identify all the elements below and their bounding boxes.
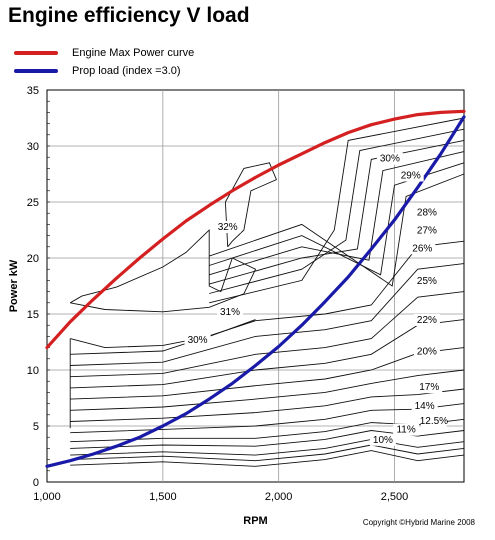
legend-label-prop-load: Prop load (index =3.0) bbox=[72, 65, 181, 77]
x-tick-label: 1,000 bbox=[33, 491, 61, 503]
copyright-note: Copyright ©Hybrid Marine 2008 bbox=[362, 518, 475, 527]
efficiency-contour-line bbox=[209, 128, 465, 294]
contour-label-bg bbox=[413, 274, 440, 287]
contour-label-bg bbox=[413, 313, 440, 326]
contour-label-bg bbox=[214, 221, 241, 233]
efficiency-contour-line bbox=[70, 369, 465, 411]
legend-item-prop-load: Prop load (index =3.0) bbox=[14, 62, 194, 80]
y-tick-label: 5 bbox=[33, 421, 39, 433]
efficiency-contour-line bbox=[70, 291, 465, 378]
y-tick-label: 25 bbox=[27, 197, 39, 209]
contour-label: 20% bbox=[417, 346, 437, 357]
x-tick-label: 2,500 bbox=[381, 491, 409, 503]
efficiency-contour-line bbox=[70, 438, 465, 456]
efficiency-contour-line bbox=[70, 388, 465, 422]
chart-legend: Engine Max Power curve Prop load (index … bbox=[14, 44, 194, 80]
x-tick-label: 1,500 bbox=[149, 491, 177, 503]
x-tick-label: 2,000 bbox=[265, 491, 293, 503]
efficiency-contour-line bbox=[209, 173, 465, 287]
legend-item-max-power: Engine Max Power curve bbox=[14, 44, 194, 62]
efficiency-contour-line bbox=[209, 151, 465, 276]
y-axis-label: Power kW bbox=[8, 259, 20, 312]
y-tick-label: 35 bbox=[27, 85, 39, 97]
legend-label-max-power: Engine Max Power curve bbox=[72, 47, 195, 59]
contour-label-bg bbox=[420, 414, 447, 427]
contour-label-bg bbox=[369, 433, 396, 446]
contour-label: 26% bbox=[412, 243, 432, 254]
efficiency-contour-line bbox=[70, 450, 465, 467]
contour-31 bbox=[69, 228, 257, 313]
y-tick-label: 10 bbox=[27, 365, 39, 377]
contour-label: 22% bbox=[417, 315, 437, 326]
contour-label-bg bbox=[397, 169, 424, 182]
contour-label-bg bbox=[413, 345, 440, 358]
contour-label: 28% bbox=[417, 207, 437, 218]
contour-label-bg bbox=[413, 206, 440, 219]
contour-label: 11% bbox=[396, 425, 415, 436]
efficiency-contour-line bbox=[70, 263, 465, 366]
contour-30 bbox=[70, 319, 256, 349]
contour-label-bg bbox=[376, 152, 403, 165]
efficiency-contours bbox=[69, 117, 465, 467]
contour-label: 10% bbox=[373, 435, 393, 446]
efficiency-contour-line bbox=[70, 444, 465, 462]
contour-label: 17% bbox=[419, 382, 439, 393]
contour-label: 30% bbox=[380, 154, 400, 165]
contour-label: 30% bbox=[188, 335, 208, 346]
y-tick-label: 0 bbox=[33, 477, 39, 489]
contour-label-bg bbox=[411, 400, 438, 413]
contour-label-bg bbox=[184, 334, 211, 347]
contour-label: 29% bbox=[401, 170, 421, 181]
contour-label: 27% bbox=[417, 225, 437, 236]
efficiency-contour-line bbox=[209, 117, 465, 304]
y-tick-label: 20 bbox=[27, 253, 39, 265]
x-axis-label: RPM bbox=[243, 515, 267, 527]
y-tick-label: 30 bbox=[27, 141, 39, 153]
contour-label-bg bbox=[413, 224, 440, 237]
series-line-prop-load bbox=[45, 115, 466, 468]
efficiency-contour-line bbox=[70, 430, 465, 449]
y-tick-label: 15 bbox=[27, 309, 39, 321]
legend-swatch-red bbox=[14, 51, 58, 55]
contour-label: 14% bbox=[415, 401, 435, 412]
contour-label: 12.5% bbox=[420, 416, 448, 427]
contour-label-bg bbox=[416, 381, 443, 394]
contour-label: 31% bbox=[220, 307, 240, 318]
contour-label-bg bbox=[409, 242, 436, 255]
legend-swatch-blue bbox=[14, 69, 58, 73]
contour-label-bg bbox=[217, 306, 244, 319]
contour-label-bg bbox=[393, 423, 420, 436]
contour-label: 25% bbox=[417, 276, 437, 287]
contour-label: 32% bbox=[218, 222, 238, 233]
series-line-max-power bbox=[45, 109, 466, 350]
chart-title: Engine efficiency V load bbox=[8, 4, 250, 27]
